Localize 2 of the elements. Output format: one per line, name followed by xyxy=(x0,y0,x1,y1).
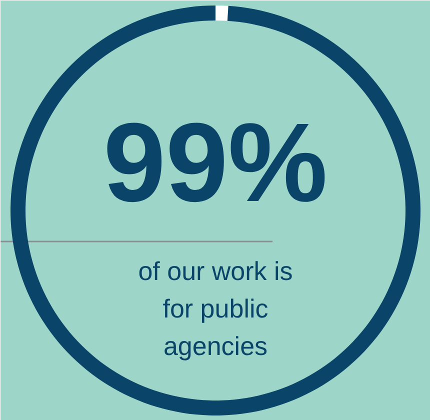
text: of our work is for public agencies xyxy=(138,256,293,361)
data-label: 99% xyxy=(103,100,328,225)
